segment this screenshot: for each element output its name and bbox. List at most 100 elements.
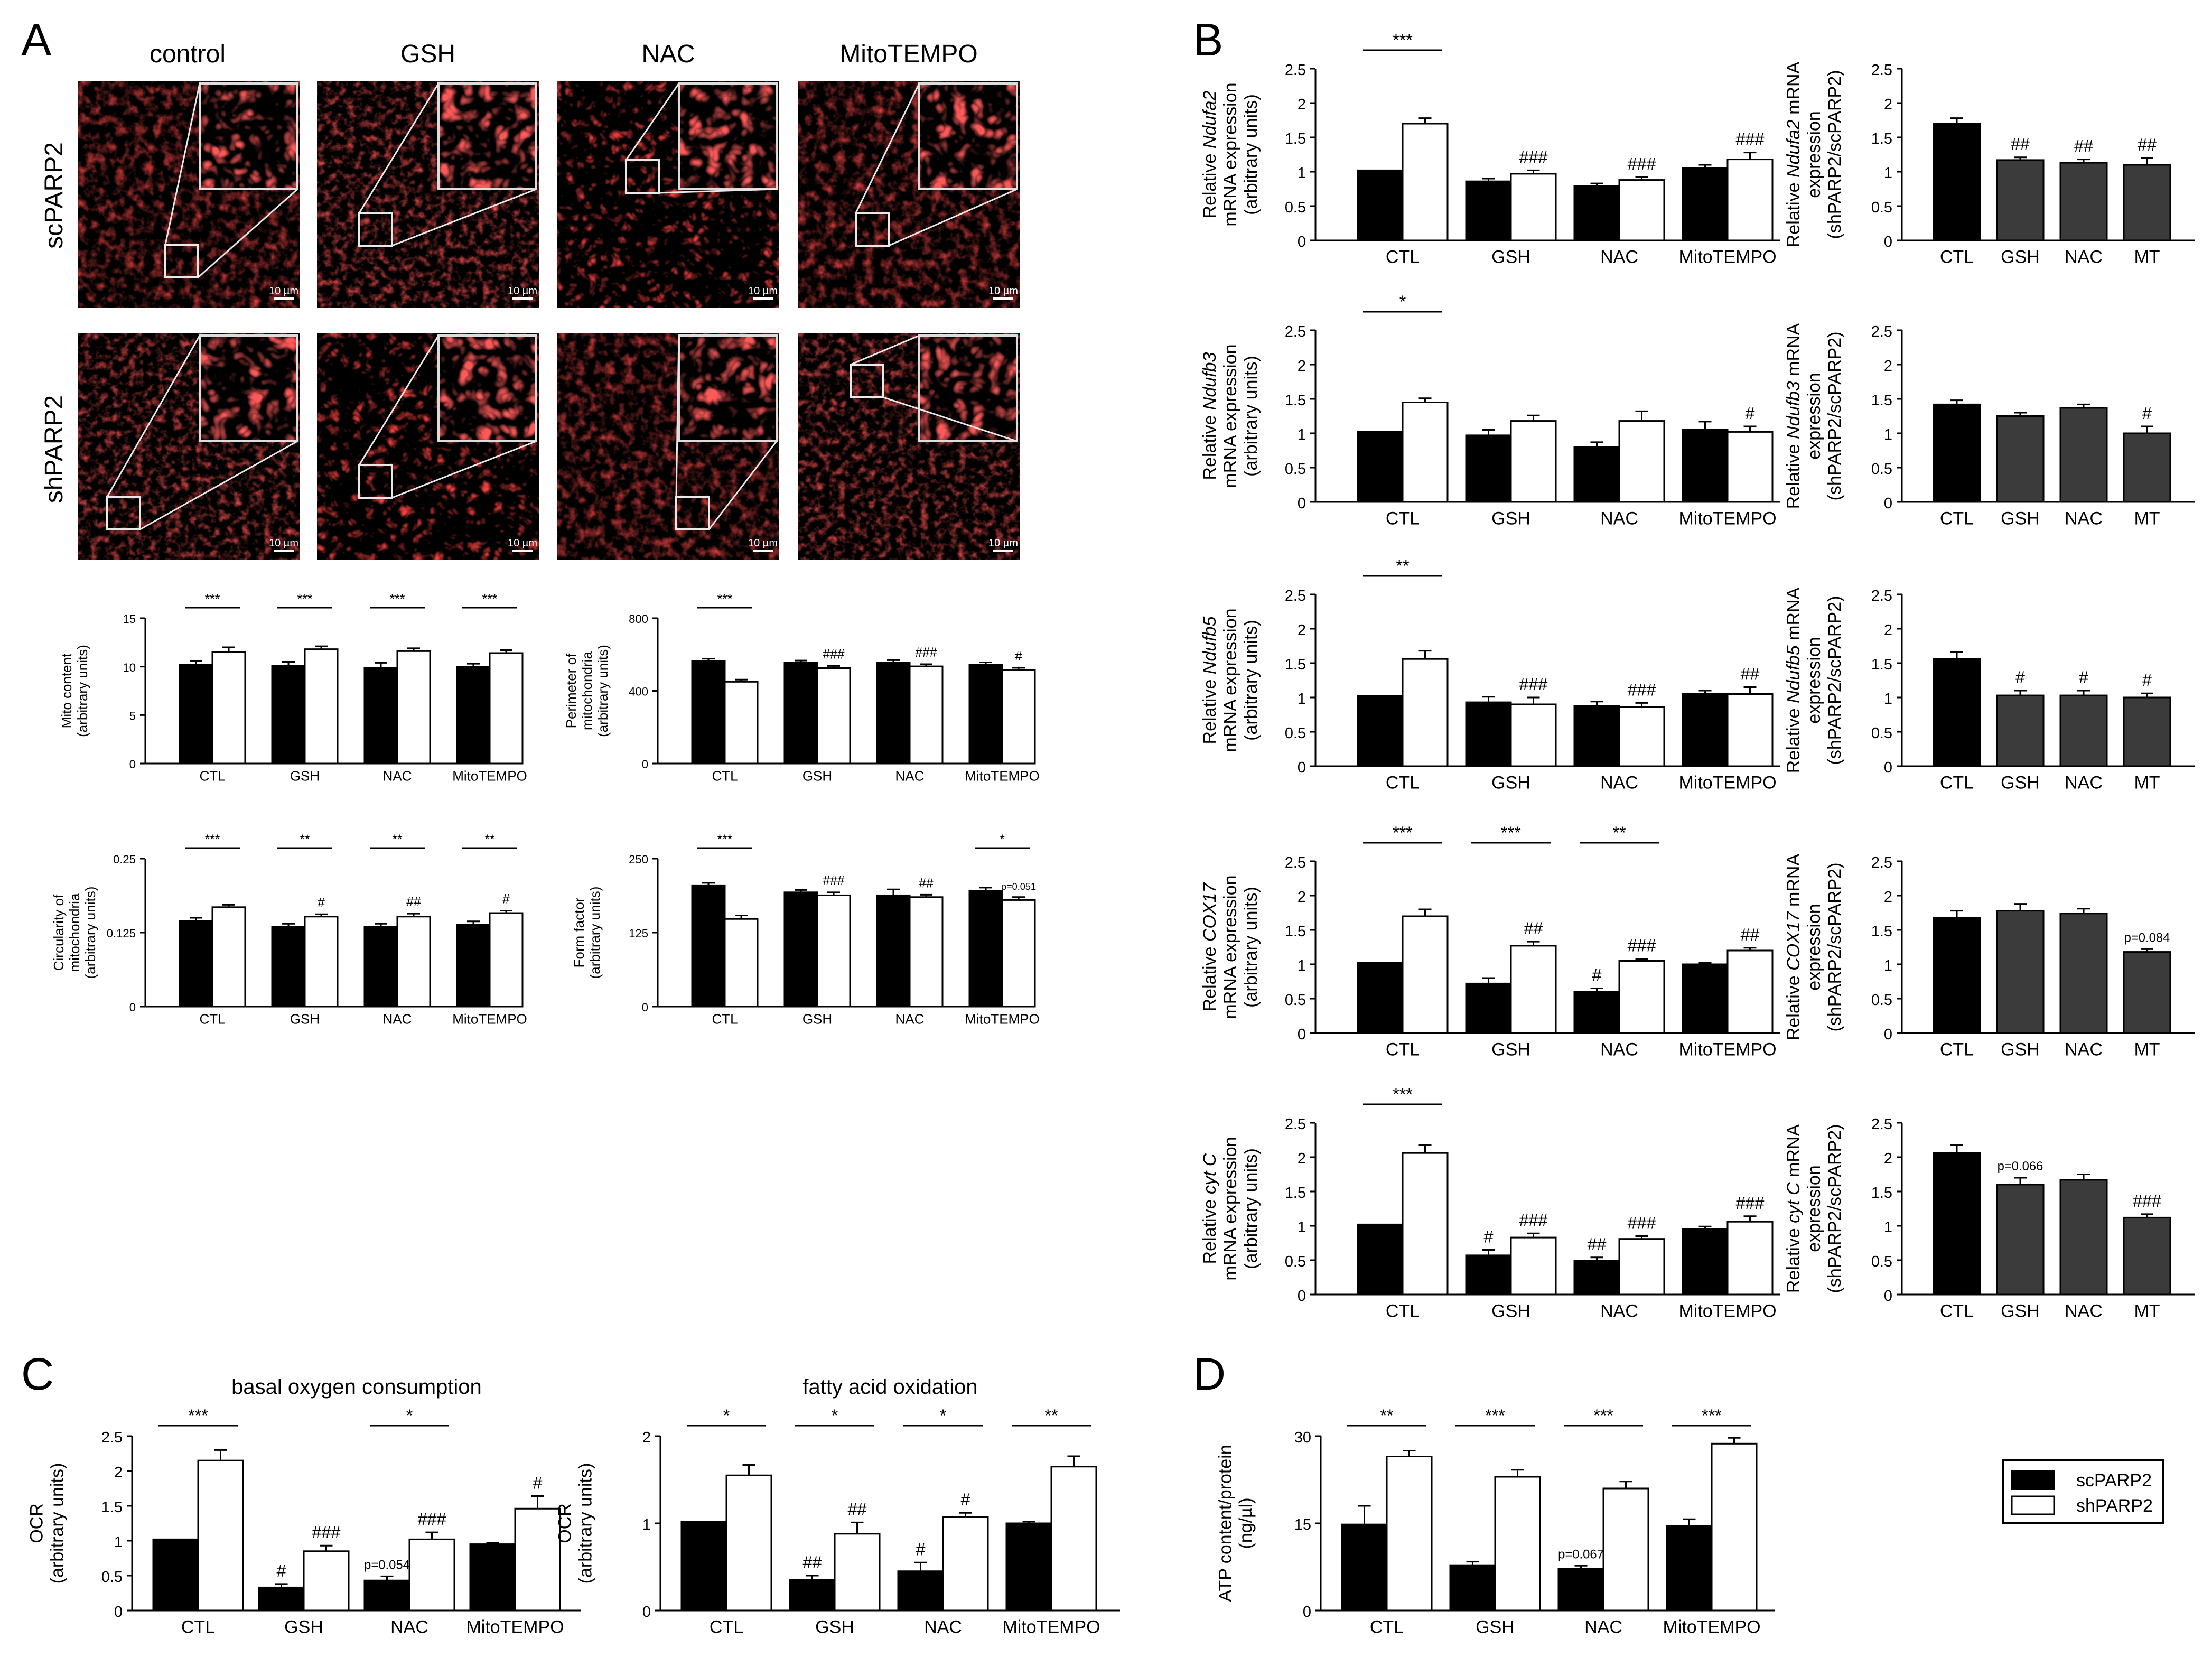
y-axis-label-part: Relative [1784,971,1804,1040]
y-tick-label: 30 [1294,1429,1311,1446]
bar-gsh-ratio [1996,1184,2045,1296]
y-tick-label: 15 [1294,1516,1311,1533]
zoom-connector [625,83,680,161]
significance-annotation: p=0.054 [364,1558,410,1572]
bar-ctl-scparp2 [1357,1223,1404,1296]
x-tick-label: NAC [895,768,925,784]
x-tick-label: CTL [199,768,225,784]
significance-annotation: p=0.067 [1558,1547,1604,1561]
chart-a2: 0 400 800 Perimeter of mitochondria (arbitrar… [563,592,1040,784]
x-tick-label: NAC [390,1617,428,1637]
bar-gsh-ratio [1996,415,2045,503]
y-axis-label-part: Relative [1200,410,1220,480]
x-tick-label: NAC [924,1617,962,1637]
chart-d1: 0 15 30 ATP content/protein (ng/µl) CTL ** GSH *… [1215,1406,1775,1637]
x-tick-label: CTL [1386,1040,1420,1060]
zoom-inset-frame [918,82,1018,190]
y-axis-label-part: (arbitrary units) [595,645,611,737]
y-tick-label: 1.5 [1285,923,1306,940]
y-tick-label: 2 [642,1429,651,1446]
bar-mt-ratio [2123,696,2171,767]
significance-stars: *** [1702,1406,1722,1425]
x-tick-label: MitoTEMPO [452,768,527,784]
region-of-interest-box [850,364,884,398]
y-tick-label: 0 [1298,1026,1306,1043]
y-axis-label: OCR [555,1503,575,1543]
y-axis-label: (arbitrary units) [595,645,611,737]
y-tick-label: 2.5 [1285,854,1306,871]
significance-annotation: # [1592,966,1602,985]
y-axis-label-part: expression [1804,637,1824,723]
y-axis-label-part: (shPARP2/scPARP2) [1825,1124,1845,1293]
bar-mitotempo-shparp2 [489,652,524,765]
y-tick-label: 1.5 [1871,923,1892,940]
scale-bar-label: 10 µm [748,537,778,549]
x-tick-label: CTL [712,768,738,784]
y-axis-label: (arbitrary units) [82,887,98,979]
y-tick-label: 10 [123,661,136,674]
y-axis-label-part: COX17 [1784,911,1804,971]
y-axis-label-part: Mito content [59,653,74,728]
bar-mitotempo-scparp2 [1005,1522,1052,1612]
region-of-interest-box [358,212,393,247]
y-tick-label: 0.5 [1871,461,1892,478]
zoom-connector [883,396,1018,442]
significance-stars: * [406,1406,413,1425]
y-tick-label: 0 [1884,759,1892,776]
bar-nac-scparp2 [363,926,398,1008]
x-tick-label: MT [2134,509,2160,529]
bar-nac-shparp2 [909,665,944,765]
bar-ctl-shparp2 [197,1459,244,1612]
y-tick-label: 125 [629,927,648,940]
significance-stars: *** [1593,1406,1613,1425]
significance-annotation: # [277,1561,286,1580]
bar-mitotempo-scparp2 [469,1543,516,1612]
x-tick-label: CTL [1940,1040,1974,1060]
bar-mitotempo-shparp2 [1726,949,1774,1034]
x-tick-label: CTL [1940,773,1974,793]
y-axis-label-part: mRNA expression [1220,344,1240,488]
bar-gsh-scparp2 [789,1579,836,1612]
bar-gsh-scparp2 [271,665,306,765]
significance-stars: *** [717,592,733,607]
scale-bar [993,297,1013,300]
y-axis-label: Mito content [59,653,74,728]
significance-annotation: ## [2138,135,2157,154]
bar-nac-scparp2 [1557,1568,1604,1612]
significance-annotation: ## [919,876,934,890]
bar-nac-scparp2 [1573,705,1620,767]
scale-bar [753,297,773,300]
y-axis-label: Relative COX17 mRNA [1784,854,1804,1041]
x-tick-label: MitoTEMPO [1678,1040,1776,1060]
chart-b2: 0 0.5 1 1.5 2 2.5 Relative Ndufa2 mRNAexpressi… [1784,61,2195,267]
bar-gsh-shparp2 [1510,420,1557,503]
bar-ctl-ratio [1933,1152,1981,1296]
bar-ctl-shparp2 [211,906,246,1008]
y-tick-label: 0.5 [1871,992,1892,1009]
micrograph-r2-c1: 10 µm [78,333,300,560]
y-tick-label: 2 [114,1464,123,1481]
y-axis-label-part: mitochondria [67,893,82,972]
bar-mitotempo-shparp2 [1001,899,1036,1008]
bar-ctl-ratio [1933,917,1981,1034]
x-tick-label: GSH [1491,247,1530,267]
bar-nac-shparp2 [909,896,944,1008]
scale-bar-label: 10 µm [269,537,298,549]
y-tick-label: 0 [1884,495,1892,512]
y-tick-label: 1 [1298,957,1306,974]
zoom-connector [658,188,777,194]
significance-annotation: ### [1519,147,1548,166]
bar-gsh-shparp2 [304,916,339,1008]
significance-annotation: # [2079,668,2088,687]
bar-nac-ratio [2059,407,2108,503]
y-tick-label: 1 [1884,957,1892,974]
significance-stars: * [1000,833,1005,847]
x-tick-label: CTL [1940,247,1974,267]
zoom-inset-signal [200,336,297,441]
bar-mitotempo-shparp2 [489,912,524,1008]
y-tick-label: 2.5 [1871,1116,1892,1133]
y-axis-label: (arbitrary units) [1241,887,1261,1008]
significance-annotation: p=0.084 [2124,930,2170,945]
significance-annotation: ## [406,895,421,909]
